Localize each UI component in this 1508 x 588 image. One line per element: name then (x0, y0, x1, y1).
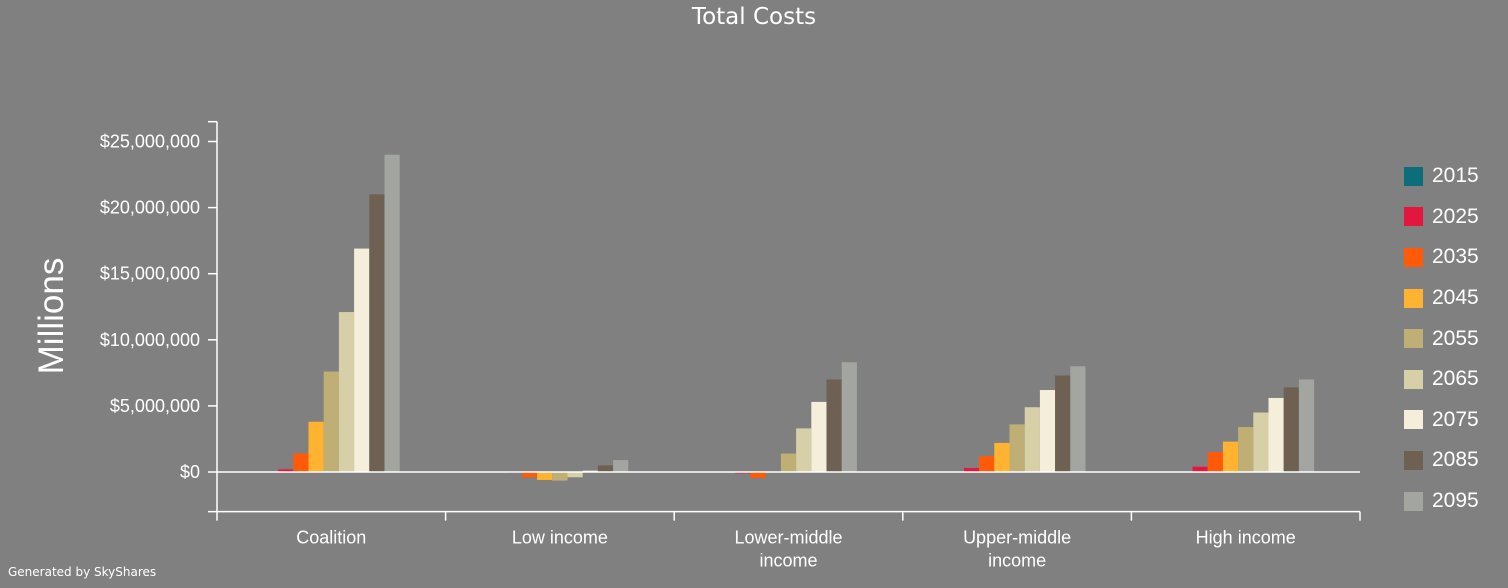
legend-item-2065: 2065 (1404, 359, 1479, 400)
bar-2035 (979, 456, 995, 472)
bar-2075 (1039, 390, 1056, 472)
bar-2095 (1070, 366, 1086, 472)
legend-item-2075: 2075 (1404, 400, 1479, 441)
legend-swatch (1404, 247, 1423, 267)
bar-2095 (1298, 379, 1315, 472)
y-tick-label: $0 (180, 462, 200, 482)
legend-item-2025: 2025 (1404, 197, 1479, 238)
legend-swatch (1404, 410, 1423, 430)
legend-item-2085: 2085 (1404, 440, 1479, 481)
bar-2095 (613, 460, 629, 472)
legend-label: 2035 (1432, 245, 1479, 269)
bar-2095 (384, 154, 400, 472)
legend-label: 2055 (1432, 326, 1479, 350)
y-tick-label: $10,000,000 (100, 330, 200, 350)
legend-swatch (1404, 288, 1423, 308)
x-category-label: Upper-middle income (963, 528, 1071, 571)
legend-swatch (1404, 369, 1423, 389)
legend-swatch (1404, 329, 1423, 349)
legend-item-2045: 2045 (1404, 278, 1479, 319)
legend-swatch (1404, 491, 1423, 511)
x-category-label: Low income (512, 528, 608, 548)
chart-title: Total Costs (691, 4, 817, 30)
legend-item-2015: 2015 (1404, 156, 1479, 197)
bar-2065 (1253, 412, 1269, 472)
bar-2045 (1222, 441, 1239, 472)
bar-2055 (323, 371, 339, 472)
legend-swatch (1404, 207, 1423, 227)
x-category-label: High income (1196, 528, 1296, 548)
bar-2065 (338, 312, 355, 472)
y-axis-label: Millions (32, 257, 71, 375)
legend-label: 2085 (1432, 448, 1479, 472)
bar-2025 (963, 468, 980, 472)
legend-item-2055: 2055 (1404, 318, 1479, 359)
bar-2085 (1055, 375, 1071, 472)
x-category-label: Lower-middle income (734, 528, 842, 571)
bar-2045 (994, 442, 1010, 472)
legend-label: 2015 (1432, 164, 1479, 188)
bar-2055 (552, 472, 568, 481)
bar-2035 (521, 472, 538, 478)
bar-2035 (293, 453, 309, 472)
bar-2055 (780, 453, 797, 472)
bar-2035 (750, 472, 766, 478)
bar-2025 (278, 469, 294, 472)
bar-2085 (369, 194, 385, 472)
bar-2055 (1238, 427, 1254, 472)
legend-label: 2025 (1432, 204, 1479, 228)
y-tick-label: $15,000,000 (100, 264, 200, 284)
bar-2095 (841, 362, 857, 472)
legend-label: 2095 (1432, 489, 1479, 513)
x-category-label: Coalition (296, 528, 366, 548)
bar-2085 (826, 379, 842, 472)
bar-2075 (811, 401, 827, 472)
legend-swatch (1404, 166, 1423, 186)
bar-2075 (354, 248, 370, 472)
bar-2065 (1024, 407, 1040, 472)
bar-2025 (1192, 466, 1208, 472)
bar-2065 (796, 428, 812, 472)
bar-2045 (537, 472, 553, 480)
legend-label: 2065 (1432, 367, 1479, 391)
legend-swatch (1404, 450, 1423, 470)
bar-2055 (1009, 424, 1025, 472)
y-tick-label: $25,000,000 (100, 132, 200, 152)
bar-2045 (308, 421, 324, 472)
bar-2085 (1283, 387, 1299, 472)
legend-item-2035: 2035 (1404, 237, 1479, 278)
legend-label: 2045 (1432, 286, 1479, 310)
y-tick-label: $5,000,000 (110, 396, 200, 416)
footer-credit: Generated by SkyShares (8, 565, 157, 579)
legend-label: 2075 (1432, 407, 1479, 431)
chart-legend: 2015 2025 2035 2045 2055 2065 2075 2085 2095 (1404, 156, 1479, 521)
bar-2065 (567, 472, 583, 478)
y-tick-label: $20,000,000 (100, 198, 200, 218)
bar-2075 (1268, 397, 1284, 472)
legend-item-2095: 2095 (1404, 481, 1479, 522)
bar-2035 (1207, 452, 1223, 472)
bar-2085 (597, 465, 614, 472)
